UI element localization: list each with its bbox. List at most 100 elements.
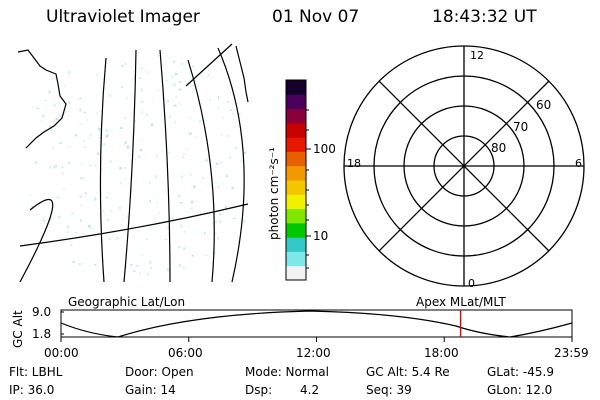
aurora-pixel — [30, 194, 32, 196]
aurora-pixel — [132, 270, 136, 272]
aurora-pixel — [231, 186, 234, 190]
aurora-pixel — [97, 127, 101, 131]
aurora-pixel — [139, 272, 141, 275]
aurora-pixel — [94, 165, 97, 167]
aurora-pixel — [155, 154, 158, 158]
aurora-pixel — [199, 212, 202, 215]
timeline-xtick-0: 00:00 — [44, 346, 79, 360]
date-label: 01 Nov 07 — [272, 7, 360, 27]
aurora-pixel — [230, 109, 232, 111]
aurora-pixel — [75, 232, 77, 234]
colorbar-label-100: 100 — [313, 142, 336, 156]
aurora-pixel — [201, 177, 205, 179]
aurora-pixel — [147, 272, 150, 276]
aurora-pixel — [96, 152, 100, 155]
aurora-pixel — [215, 182, 217, 184]
status-glat: GLat: -45.9 — [487, 365, 554, 379]
timeline-xtick-2: 12:00 — [296, 346, 331, 360]
aurora-pixel — [87, 137, 89, 141]
aurora-pixel — [36, 108, 40, 109]
aurora-pixel — [179, 103, 182, 105]
aurora-pixel — [66, 225, 70, 228]
aurora-pixel — [224, 205, 227, 209]
colorbar-band — [286, 108, 306, 124]
colorbar-band — [286, 80, 306, 95]
aurora-pixel — [91, 228, 94, 230]
aurora-pixel — [207, 74, 210, 76]
aurora-pixel — [109, 160, 113, 163]
aurora-pixel — [35, 105, 38, 109]
aurora-pixel — [83, 146, 86, 149]
aurora-pixel — [82, 262, 84, 264]
timeline-xtick-3: 18:00 — [424, 346, 459, 360]
aurora-pixel — [99, 136, 101, 139]
aurora-pixel — [57, 216, 61, 218]
aurora-pixel — [74, 134, 78, 137]
aurora-pixel — [177, 195, 180, 197]
aurora-pixel — [89, 165, 91, 167]
aurora-pixel — [225, 175, 228, 177]
aurora-pixel — [93, 197, 97, 200]
aurora-pixel — [145, 238, 149, 240]
aurora-pixel — [146, 113, 148, 116]
aurora-pixel — [110, 209, 113, 212]
mlat-label-80: 80 — [491, 141, 507, 155]
aurora-pixel — [68, 241, 71, 243]
aurora-pixel — [140, 88, 143, 91]
colorbar — [286, 80, 306, 281]
aurora-pixel — [59, 142, 62, 144]
aurora-pixel — [240, 159, 242, 162]
aurora-pixel — [149, 200, 152, 203]
aurora-pixel — [79, 97, 82, 100]
aurora-pixel — [120, 85, 124, 89]
aurora-pixel — [168, 152, 171, 154]
aurora-pixel — [83, 140, 85, 143]
aurora-pixel — [190, 200, 193, 204]
aurora-pixel — [124, 116, 126, 120]
aurora-pixel — [194, 135, 196, 137]
aurora-pixel — [103, 209, 105, 213]
aurora-pixel — [116, 237, 119, 240]
aurora-pixel — [118, 206, 121, 210]
aurora-pixel — [108, 238, 111, 240]
aurora-pixel — [96, 192, 98, 195]
aurora-pixel — [79, 108, 82, 112]
aurora-pixel — [141, 100, 144, 104]
aurora-pixel — [183, 153, 185, 155]
status-glon: GLon: 12.0 — [487, 383, 553, 397]
aurora-pixel — [190, 207, 193, 209]
aurora-pixel — [182, 62, 184, 65]
aurora-pixel — [166, 145, 169, 147]
colorbar-band — [286, 165, 306, 181]
aurora-pixel — [105, 196, 109, 199]
timeline-left-label: Geographic Lat/Lon — [68, 295, 186, 309]
aurora-pixel — [48, 90, 51, 94]
aurora-pixel — [49, 166, 51, 169]
aurora-pixel — [151, 191, 153, 193]
aurora-pixel — [82, 233, 84, 235]
mlt-label-6: 6 — [575, 157, 582, 170]
aurora-pixel — [135, 180, 137, 183]
aurora-pixel — [53, 104, 56, 107]
aurora-pixel — [108, 94, 112, 97]
colorbar-band — [286, 208, 306, 224]
status-dsp-label: Dsp: — [245, 383, 273, 397]
aurora-pixel — [222, 182, 224, 184]
aurora-pixel — [149, 181, 151, 184]
status-gc-alt: GC Alt: 5.4 Re — [366, 365, 450, 379]
aurora-pixel — [219, 213, 222, 215]
aurora-pixel — [181, 63, 183, 65]
aurora-pixel — [188, 67, 191, 69]
aurora-pixel — [80, 177, 82, 179]
aurora-pixel — [141, 111, 143, 115]
aurora-pixel — [173, 104, 177, 107]
aurora-pixel — [96, 112, 99, 115]
aurora-pixel — [88, 224, 91, 228]
aurora-pixel — [61, 166, 64, 169]
aurora-pixel — [124, 166, 127, 170]
aurora-pixel — [235, 146, 238, 150]
aurora-pixel — [139, 148, 143, 152]
aurora-pixel — [120, 126, 123, 129]
